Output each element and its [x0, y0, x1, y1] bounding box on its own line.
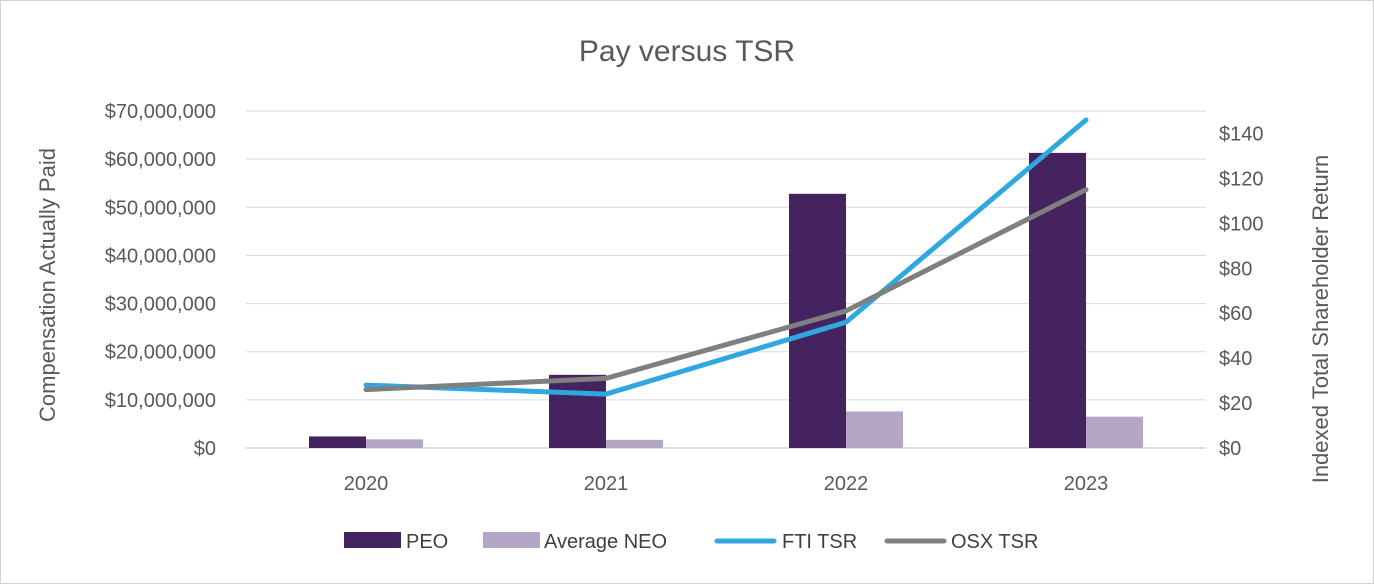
left-axis-title: Compensation Actually Paid: [35, 148, 60, 422]
legend-label-fti-tsr: FTI TSR: [782, 531, 857, 553]
bar-peo: [549, 374, 606, 448]
right-tick-label: $0: [1219, 438, 1241, 460]
bar-average-neo: [366, 439, 423, 448]
legend-label-average-neo: Average NEO: [544, 531, 667, 553]
bar-average-neo: [606, 439, 663, 448]
line-series: [363, 117, 1089, 397]
left-tick-label: $30,000,000: [105, 294, 216, 316]
bar-peo: [1029, 152, 1086, 449]
chart-title: Pay versus TSR: [579, 35, 795, 68]
right-tick-label: $40: [1219, 348, 1252, 370]
right-tick-label: $80: [1219, 258, 1252, 280]
x-tick-label: 2022: [824, 473, 869, 495]
legend-label-peo: PEO: [406, 531, 448, 553]
bar-series: [309, 152, 1143, 449]
left-tick-label: $60,000,000: [105, 149, 216, 171]
legend-swatch-average-neo: [483, 532, 540, 548]
left-axis-ticks: $0 $10,000,000 $20,000,000 $30,000,000 $40,0…: [105, 101, 216, 460]
left-tick-label: $20,000,000: [105, 342, 216, 364]
bar-peo: [309, 436, 366, 448]
right-tick-label: $100: [1219, 213, 1264, 235]
line-fti-tsr: [363, 117, 1089, 397]
legend-label-osx-tsr: OSX TSR: [951, 531, 1038, 553]
gridlines: [246, 110, 1206, 449]
right-tick-label: $140: [1219, 123, 1264, 145]
left-tick-label: $0: [194, 438, 216, 460]
legend-swatch-peo: [344, 532, 401, 548]
x-axis-ticks: 2020 2021 2022 2023: [344, 473, 1109, 495]
right-tick-label: $60: [1219, 303, 1252, 325]
right-tick-label: $120: [1219, 168, 1264, 190]
x-tick-label: 2020: [344, 473, 389, 495]
bar-average-neo: [846, 411, 903, 448]
right-axis-title: Indexed Total Shareholder Return: [1308, 155, 1333, 484]
x-tick-label: 2023: [1064, 473, 1109, 495]
left-tick-label: $70,000,000: [105, 101, 216, 123]
right-tick-label: $20: [1219, 393, 1252, 415]
bar-average-neo: [1086, 416, 1143, 448]
line-osx-tsr: [363, 187, 1089, 393]
right-axis-ticks: $0 $20 $40 $60 $80 $100 $120 $140: [1219, 123, 1264, 460]
x-tick-label: 2021: [584, 473, 629, 495]
left-tick-label: $40,000,000: [105, 245, 216, 267]
legend: PEO Average NEO FTI TSR OSX TSR: [344, 531, 1038, 553]
left-tick-label: $50,000,000: [105, 197, 216, 219]
left-tick-label: $10,000,000: [105, 390, 216, 412]
